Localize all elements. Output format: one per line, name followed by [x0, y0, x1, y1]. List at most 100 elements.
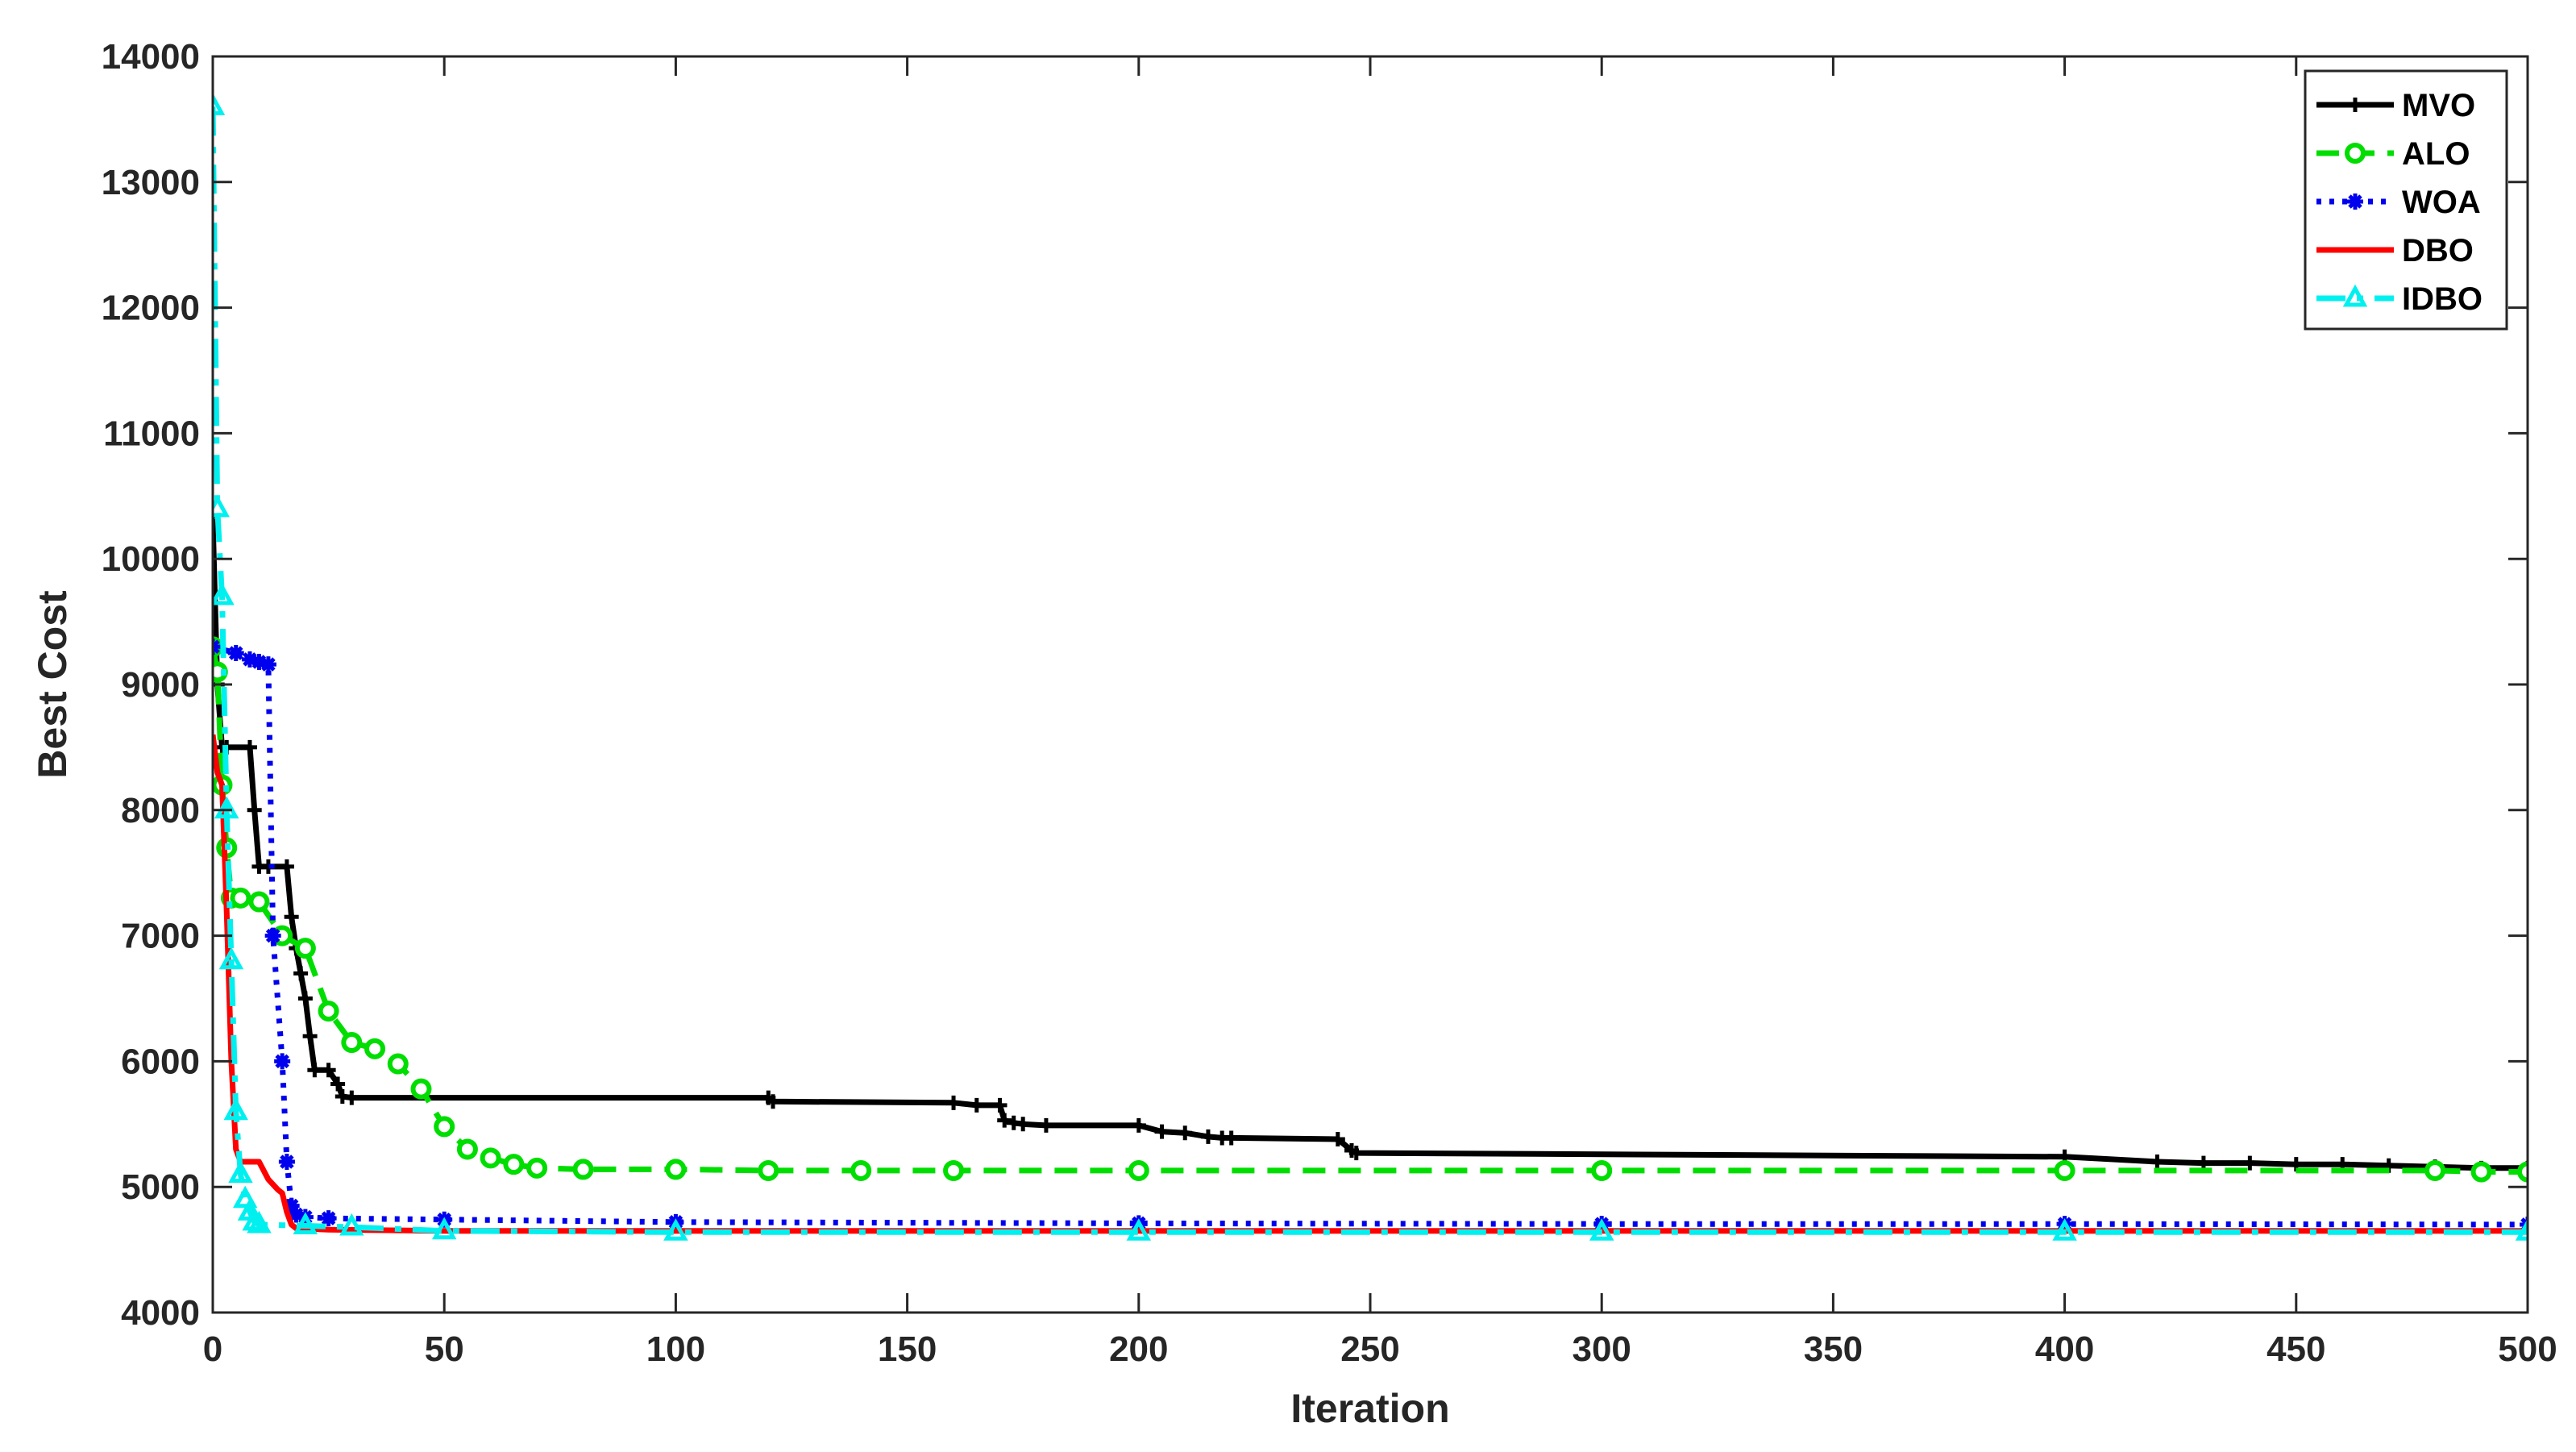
- x-tick-label: 300: [1572, 1329, 1631, 1369]
- data-point-woa: [227, 645, 244, 662]
- data-point-mvo: [1224, 1130, 1239, 1146]
- data-point-mvo: [307, 1063, 322, 1078]
- y-tick-label: 6000: [121, 1042, 200, 1081]
- x-tick-label: 500: [2498, 1329, 2557, 1369]
- legend-marker-idbo: [2342, 284, 2368, 307]
- series-alo: [213, 636, 2528, 1183]
- data-point-mvo: [302, 1029, 318, 1044]
- data-point-mvo: [1154, 1124, 1170, 1139]
- data-point-idbo: [339, 1213, 364, 1236]
- data-point-alo: [526, 1157, 548, 1179]
- legend: MVO ALO WOA DBO IDBO: [2304, 69, 2508, 331]
- legend-label-dbo: DBO: [2402, 233, 2474, 268]
- legend-marker-alo: [2345, 143, 2366, 164]
- data-point-woa: [283, 1197, 300, 1214]
- data-point-idbo: [1589, 1218, 1614, 1241]
- data-point-alo: [434, 1116, 455, 1138]
- x-tick-label: 0: [203, 1329, 222, 1369]
- legend-box: [2304, 69, 2508, 331]
- data-point-alo: [2054, 1159, 2075, 1181]
- legend-marker-mvo: [2348, 98, 2362, 112]
- x-tick-label: 400: [2035, 1329, 2094, 1369]
- y-tick-label: 12000: [102, 289, 200, 328]
- data-point-idbo: [213, 93, 226, 115]
- y-tick-label: 13000: [102, 163, 200, 202]
- data-point-idbo: [247, 1210, 272, 1234]
- data-point-alo: [758, 1159, 779, 1181]
- x-tick-label: 200: [1109, 1329, 1168, 1369]
- legend-label-mvo: MVO: [2402, 88, 2475, 123]
- data-point-mvo: [297, 991, 313, 1006]
- data-point-idbo: [242, 1208, 267, 1231]
- data-point-mvo: [1038, 1117, 1053, 1133]
- y-tick-label: 10000: [102, 539, 200, 579]
- y-axis-title: Best Cost: [30, 590, 75, 779]
- data-point-mvo: [1330, 1132, 1345, 1146]
- data-point-idbo: [223, 1097, 248, 1121]
- data-point-woa: [260, 656, 276, 673]
- data-point-mvo: [279, 859, 294, 874]
- x-tick-label: 100: [646, 1329, 705, 1369]
- data-point-alo: [572, 1159, 594, 1180]
- legend-item-idbo: IDBO: [2316, 281, 2483, 317]
- data-point-idbo: [1126, 1218, 1152, 1241]
- data-point-woa: [274, 1053, 291, 1070]
- legend-label-woa: WOA: [2402, 185, 2481, 220]
- data-point-mvo: [1348, 1146, 1364, 1161]
- data-point-alo: [248, 891, 270, 913]
- y-tick-label: 11000: [103, 414, 200, 453]
- legend-label-idbo: IDBO: [2402, 281, 2483, 317]
- y-tick-label: 9000: [121, 665, 200, 705]
- data-point-woa: [278, 1154, 295, 1171]
- axes-layer: 0 50 100 150 200 250 300 350 400 450 500 4000 5000 60…: [102, 37, 2557, 1369]
- data-point-mvo: [1131, 1117, 1146, 1133]
- data-point-alo: [318, 1001, 339, 1022]
- data-point-alo: [230, 887, 251, 909]
- y-tick-label: 4000: [121, 1293, 200, 1333]
- data-point-mvo: [321, 1063, 336, 1078]
- data-point-alo: [387, 1053, 409, 1075]
- data-point-mvo: [1178, 1125, 1193, 1141]
- data-point-alo: [850, 1159, 872, 1181]
- data-point-mvo: [2242, 1155, 2258, 1171]
- data-point-alo: [1591, 1159, 1613, 1181]
- data-point-mvo: [242, 739, 257, 755]
- data-point-alo: [456, 1138, 478, 1160]
- data-point-idbo: [663, 1218, 688, 1241]
- x-tick-label: 50: [425, 1329, 464, 1369]
- data-point-idbo: [213, 582, 235, 605]
- legend-item-woa: WOA: [2316, 185, 2481, 220]
- data-point-alo: [2470, 1161, 2492, 1183]
- data-point-mvo: [344, 1090, 359, 1105]
- data-point-idbo: [2052, 1218, 2077, 1241]
- data-point-alo: [943, 1159, 965, 1181]
- y-tick-label: 7000: [121, 917, 200, 956]
- data-point-alo: [503, 1154, 525, 1175]
- data-point-woa: [241, 651, 258, 668]
- y-tick-label: 14000: [102, 37, 200, 77]
- data-point-mvo: [293, 966, 309, 981]
- data-point-idbo: [214, 796, 239, 819]
- data-point-woa: [264, 927, 281, 944]
- data-point-idbo: [293, 1212, 318, 1234]
- data-point-mvo: [2150, 1155, 2165, 1170]
- data-point-mvo: [247, 802, 262, 818]
- data-point-mvo: [330, 1076, 346, 1092]
- data-point-idbo: [431, 1217, 457, 1240]
- data-point-mvo: [1016, 1117, 1031, 1132]
- data-point-alo: [665, 1159, 687, 1180]
- plot-area: [213, 56, 2528, 1313]
- data-point-alo: [480, 1147, 501, 1169]
- data-point-alo: [410, 1078, 432, 1100]
- data-point-woa: [288, 1206, 305, 1223]
- data-point-alo: [2424, 1159, 2446, 1181]
- legend-label-alo: ALO: [2402, 136, 2470, 172]
- legend-item-alo: ALO: [2316, 136, 2470, 172]
- legend-item-mvo: MVO: [2316, 88, 2475, 123]
- data-point-mvo: [969, 1097, 984, 1113]
- data-point-idbo: [228, 1160, 253, 1184]
- data-point-idbo: [2515, 1218, 2528, 1241]
- x-axis-title: Iteration: [1290, 1386, 1449, 1431]
- data-point-woa: [251, 653, 268, 670]
- data-point-alo: [364, 1038, 386, 1059]
